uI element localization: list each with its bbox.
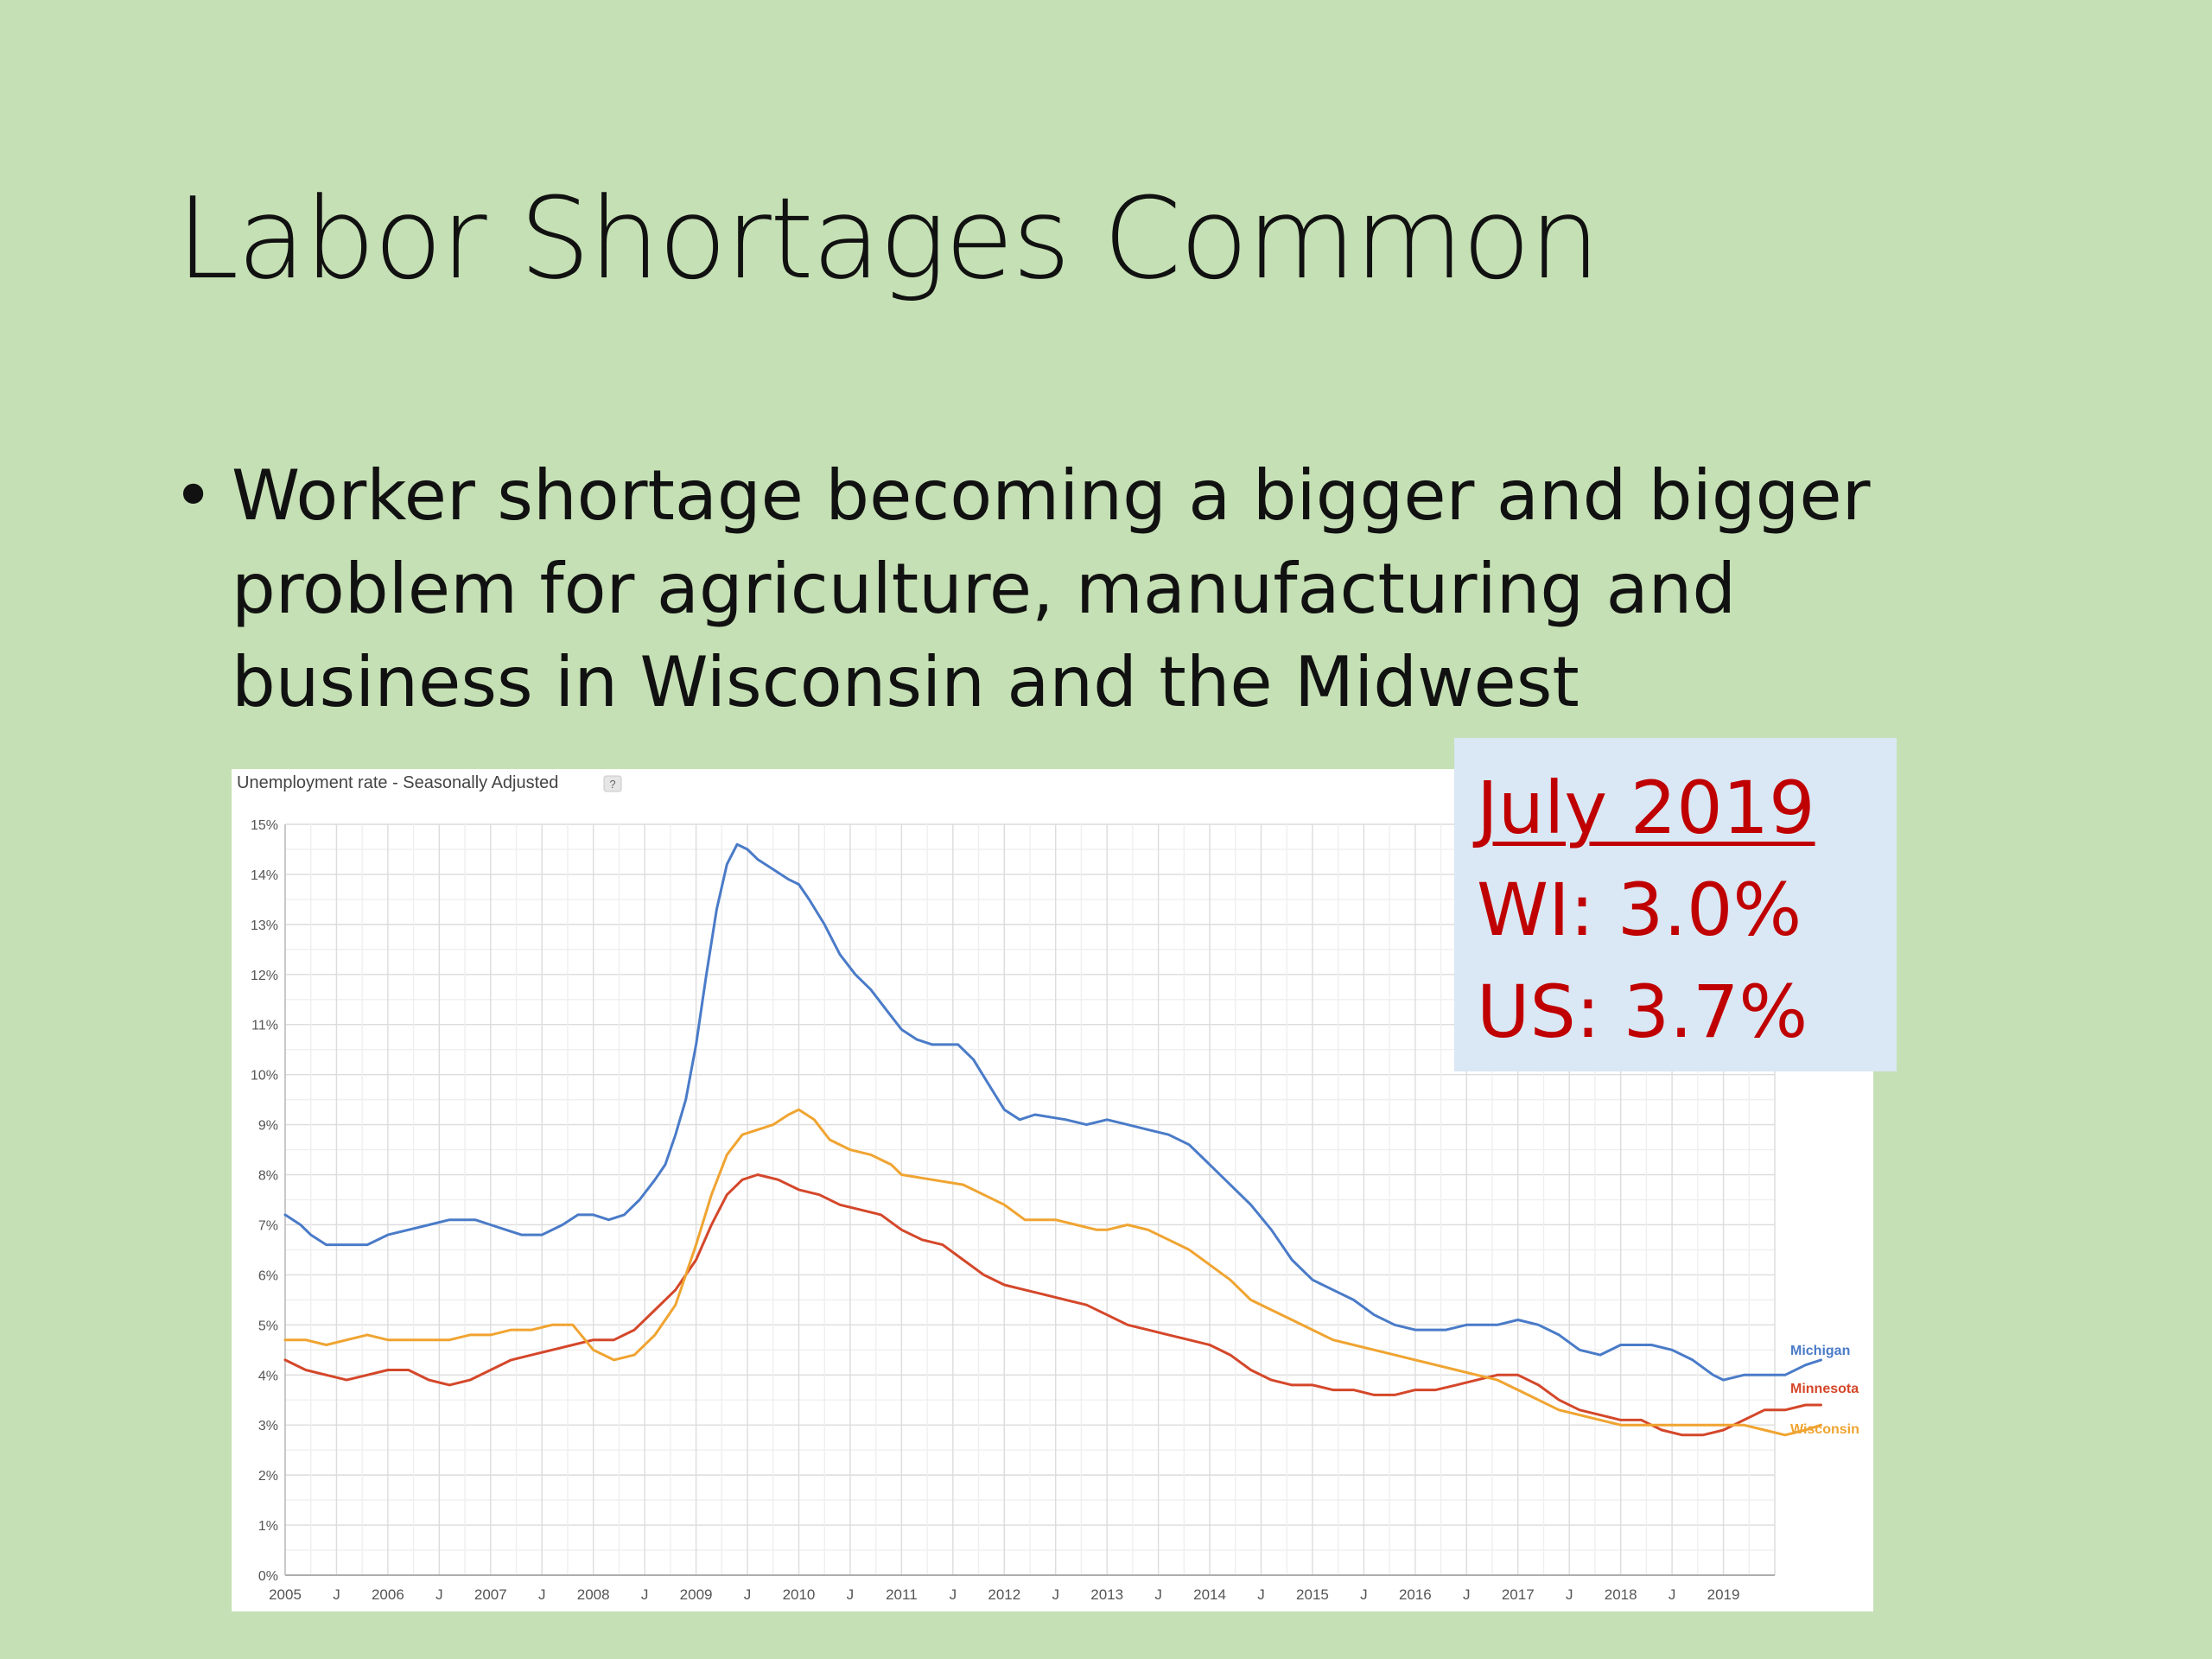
x-tick-label: 2013 bbox=[1090, 1586, 1123, 1603]
x-tick-label: 2016 bbox=[1399, 1586, 1432, 1603]
x-tick-label: J bbox=[641, 1586, 649, 1603]
x-tick-label: 2019 bbox=[1707, 1586, 1740, 1603]
y-tick-label: 0% bbox=[258, 1569, 278, 1584]
x-tick-label: 2009 bbox=[680, 1586, 713, 1603]
x-tick-label: 2012 bbox=[988, 1586, 1020, 1603]
y-tick-label: 2% bbox=[258, 1469, 278, 1484]
x-tick-label: 2006 bbox=[372, 1586, 404, 1603]
x-tick-label: 2018 bbox=[1605, 1586, 1637, 1603]
x-tick-label: 2014 bbox=[1193, 1586, 1226, 1603]
chart-legend: Michigan Minnesota Wisconsin bbox=[1790, 1344, 1859, 1437]
legend-label-wisconsin: Wisconsin bbox=[1790, 1422, 1859, 1437]
y-tick-label: 8% bbox=[258, 1169, 278, 1184]
x-tick-label: 2017 bbox=[1502, 1586, 1535, 1603]
x-tick-label: J bbox=[847, 1586, 855, 1603]
y-tick-label: 7% bbox=[258, 1218, 278, 1233]
legend-label-minnesota: Minnesota bbox=[1790, 1382, 1859, 1396]
y-tick-label: 1% bbox=[258, 1519, 278, 1534]
y-tick-label: 15% bbox=[251, 818, 278, 833]
x-tick-label: J bbox=[1052, 1586, 1059, 1603]
chart-title: Unemployment rate - Seasonally Adjusted bbox=[237, 773, 558, 792]
help-badge-text: ? bbox=[609, 778, 615, 791]
x-tick-label: J bbox=[1257, 1586, 1265, 1603]
x-tick-label: J bbox=[333, 1586, 340, 1603]
bullet-point: • Worker shortage becoming a bigger and … bbox=[173, 449, 1953, 729]
x-tick-label: 2010 bbox=[783, 1586, 816, 1603]
y-tick-label: 9% bbox=[258, 1119, 278, 1134]
y-tick-label: 3% bbox=[258, 1419, 278, 1433]
callout-heading: July 2019 bbox=[1477, 766, 1815, 850]
slide-title: Labor Shortages Common bbox=[176, 173, 1600, 304]
x-tick-label: 2008 bbox=[577, 1586, 610, 1603]
x-tick-label: J bbox=[1669, 1586, 1676, 1603]
x-tick-label: J bbox=[1154, 1586, 1162, 1603]
callout-us-rate: US: 3.7% bbox=[1477, 969, 1808, 1054]
series-line-michigan bbox=[283, 842, 1822, 1382]
x-tick-label: J bbox=[435, 1586, 443, 1603]
y-tick-label: 10% bbox=[251, 1069, 278, 1084]
series-line-minnesota bbox=[283, 1173, 1822, 1437]
chart-axes: 0% 1% 2% 3% 4% 5% 6% 7% 8% 9% 10% 11% 12% 13% 14% 15% 20… bbox=[251, 818, 1775, 1603]
y-tick-label: 12% bbox=[251, 969, 278, 983]
help-badge[interactable]: ? bbox=[603, 775, 622, 792]
x-tick-label: 2007 bbox=[474, 1586, 507, 1603]
y-tick-label: 13% bbox=[251, 918, 278, 933]
legend-label-michigan: Michigan bbox=[1790, 1344, 1850, 1358]
y-tick-label: 5% bbox=[258, 1319, 278, 1333]
y-tick-label: 11% bbox=[251, 1019, 278, 1033]
july-2019-callout: July 2019 WI: 3.0% US: 3.7% bbox=[1454, 738, 1897, 1071]
x-tick-label: J bbox=[1566, 1586, 1573, 1603]
y-tick-label: 6% bbox=[258, 1268, 278, 1283]
chart-series bbox=[283, 842, 1822, 1437]
x-tick-label: J bbox=[744, 1586, 752, 1603]
bullet-dot-icon: • bbox=[173, 455, 214, 536]
x-tick-label: 2005 bbox=[269, 1586, 302, 1603]
callout-wi-rate: WI: 3.0% bbox=[1477, 868, 1802, 952]
x-tick-label: J bbox=[1463, 1586, 1471, 1603]
x-tick-label: 2011 bbox=[886, 1586, 918, 1603]
series-line-wisconsin bbox=[283, 1108, 1822, 1437]
bullet-text: Worker shortage becoming a bigger and bi… bbox=[232, 455, 1871, 722]
x-tick-label: J bbox=[950, 1586, 957, 1603]
y-tick-label: 14% bbox=[251, 868, 278, 883]
x-tick-label: J bbox=[1360, 1586, 1368, 1603]
y-tick-label: 4% bbox=[258, 1369, 278, 1383]
x-tick-label: J bbox=[538, 1586, 546, 1603]
x-tick-label: 2015 bbox=[1296, 1586, 1329, 1603]
